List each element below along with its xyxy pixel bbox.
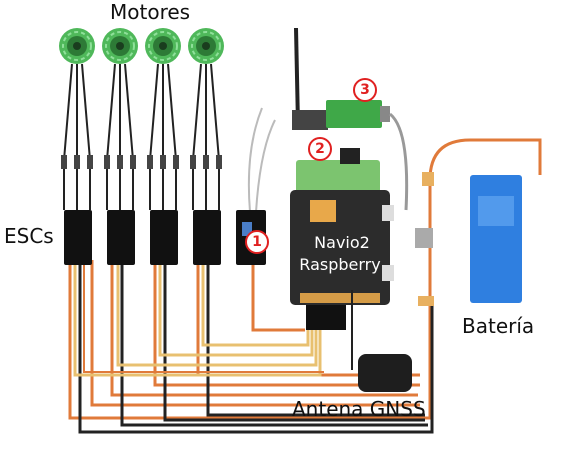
battery-icon	[470, 175, 522, 303]
esc-icon	[107, 210, 135, 265]
gnss-antenna-label: Antena GNSS	[292, 397, 426, 421]
badge-radio: 3	[353, 78, 377, 102]
connectors	[61, 155, 222, 169]
radio-icon	[292, 27, 409, 211]
motors	[59, 28, 224, 64]
navio-label: Navio2	[314, 233, 370, 252]
esc-icon	[64, 210, 92, 265]
escs-label: ESCs	[4, 224, 54, 248]
power-module	[415, 172, 434, 306]
escs	[64, 210, 221, 265]
power-wires	[68, 138, 542, 434]
motor-wires	[63, 63, 220, 210]
signal-wires	[73, 265, 324, 377]
gnss-icon	[351, 290, 412, 392]
motor-icon	[59, 28, 95, 64]
motors-label: Motores	[110, 0, 191, 24]
esc-icon	[150, 210, 178, 265]
motor-icon	[188, 28, 224, 64]
board-icon	[290, 148, 394, 330]
raspberry-label: Raspberry	[299, 255, 381, 274]
badge-wifi: 2	[308, 137, 332, 161]
battery-label: Batería	[462, 314, 535, 338]
motor-icon	[102, 28, 138, 64]
motor-icon	[145, 28, 181, 64]
esc-icon	[193, 210, 221, 265]
badge-rc-receiver: 1	[245, 230, 269, 254]
